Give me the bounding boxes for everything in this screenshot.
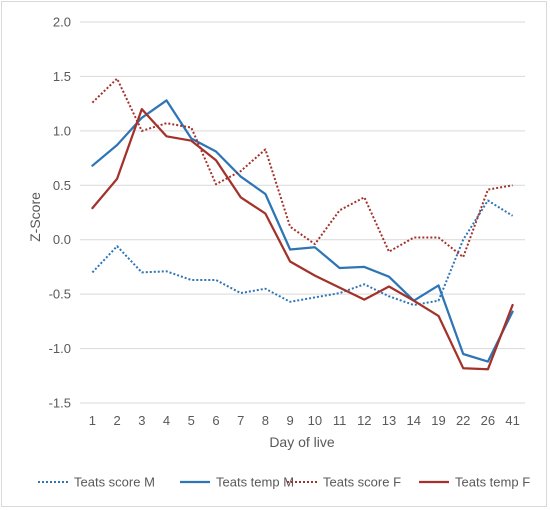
- x-tick-label: 10: [308, 413, 322, 428]
- x-tick-label: 7: [237, 413, 244, 428]
- x-tick-labels: 1 2 3 4 5 6 7 8 9 10 11 12 13 14 19 22 26 41: [89, 413, 520, 428]
- x-tick-label: 26: [481, 413, 495, 428]
- y-tick-label: -1.0: [49, 341, 71, 356]
- x-tick-label: 41: [505, 413, 519, 428]
- series-line-3: [91, 77, 513, 259]
- series-line-4: [91, 107, 514, 371]
- x-tick-label: 12: [357, 413, 371, 428]
- x-tick-label: 9: [287, 413, 294, 428]
- x-tick-label: 2: [113, 413, 120, 428]
- y-tick-label: -0.5: [49, 287, 71, 302]
- x-tick-label: 4: [163, 413, 170, 428]
- x-tick-label: 6: [212, 413, 219, 428]
- y-axis-title: Z-Score: [27, 192, 43, 242]
- x-tick-label: 22: [456, 413, 470, 428]
- y-tick-label: 0.0: [53, 232, 71, 247]
- x-tick-label: 11: [333, 413, 347, 428]
- x-tick-label: 19: [431, 413, 445, 428]
- y-tick-label: 2.0: [53, 15, 71, 30]
- x-tick-label: 13: [382, 413, 396, 428]
- legend: Teats score M Teats temp M Teats score F Te…: [38, 475, 530, 490]
- legend-label: Teats score F: [323, 475, 401, 490]
- y-tick-label: 1.0: [53, 123, 71, 138]
- legend-label: Teats temp F: [455, 475, 530, 490]
- x-tick-label: 3: [138, 413, 145, 428]
- y-tick-label: 0.5: [53, 178, 71, 193]
- x-tick-label: 1: [89, 413, 96, 428]
- legend-label: Teats temp M: [216, 475, 294, 490]
- y-tick-label: -1.5: [49, 396, 71, 411]
- y-tick-label: 1.5: [53, 69, 71, 84]
- gridlines: [80, 21, 525, 404]
- legend-label: Teats score M: [74, 475, 155, 490]
- series-lines: [91, 77, 514, 371]
- y-tick-labels: -1.5 -1.0 -0.5 0.0 0.5 1.0 1.5 2.0: [49, 15, 71, 411]
- x-tick-label: 14: [407, 413, 421, 428]
- series-line-2: [91, 99, 514, 363]
- series-line-1: [91, 199, 514, 306]
- x-axis-title: Day of live: [269, 434, 335, 450]
- x-tick-label: 5: [188, 413, 195, 428]
- x-tick-label: 8: [262, 413, 269, 428]
